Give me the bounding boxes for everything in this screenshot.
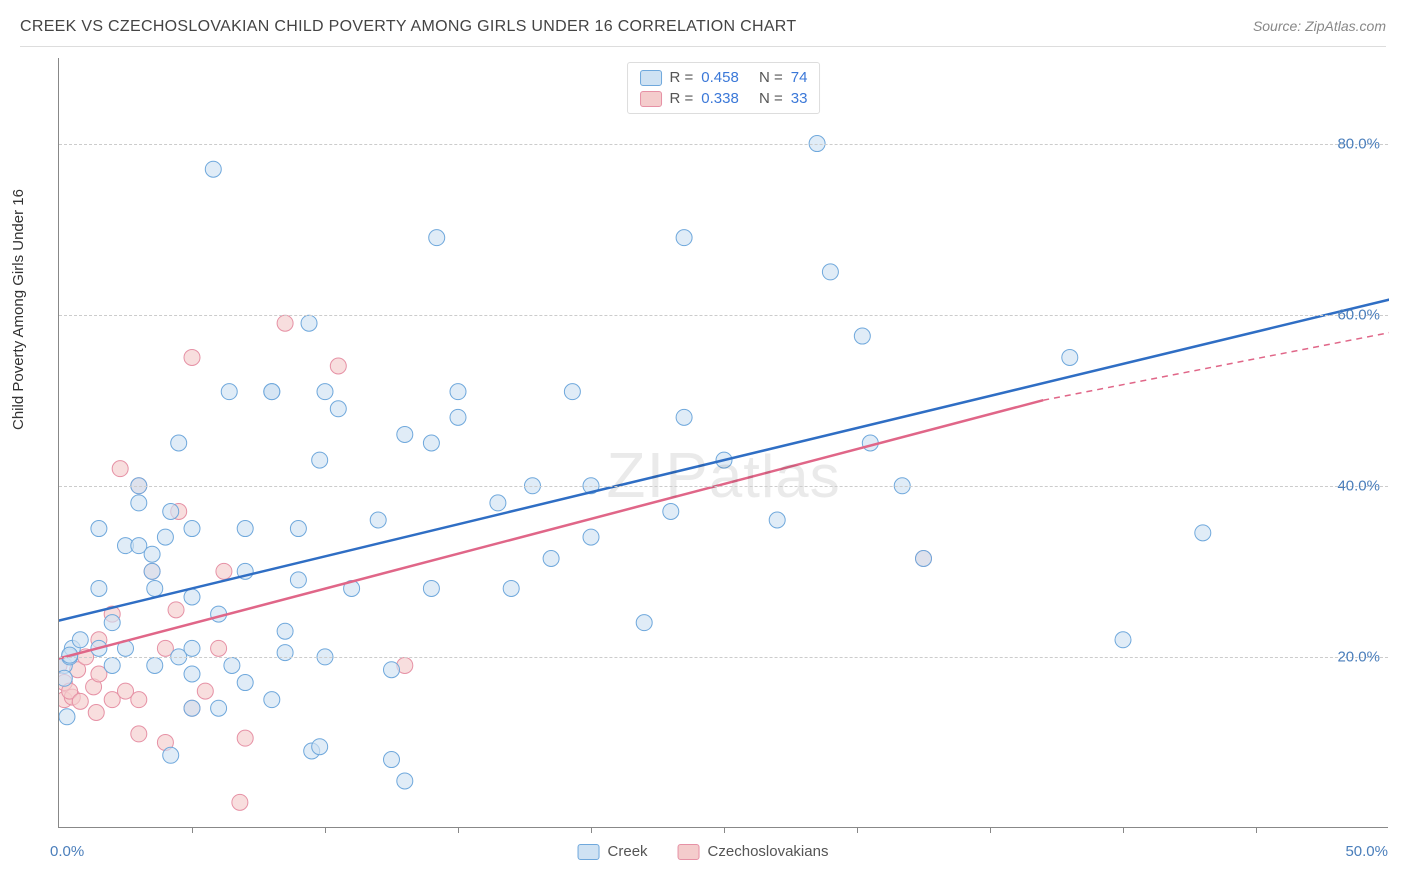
header-divider [20, 46, 1386, 47]
x-tick-mark [591, 827, 592, 833]
n-label: N = [759, 90, 783, 107]
r-label: R = [670, 69, 694, 86]
swatch-pink-icon [640, 91, 662, 107]
y-tick-label: 40.0% [1337, 477, 1380, 494]
legend-row-czech: R = 0.338 N = 33 [640, 88, 808, 109]
source-name: ZipAtlas.com [1305, 18, 1386, 34]
legend-row-creek: R = 0.458 N = 74 [640, 67, 808, 88]
legend-correlation-box: R = 0.458 N = 74 R = 0.338 N = 33 [627, 62, 821, 114]
x-tick-mark [990, 827, 991, 833]
scatter-plot-svg [59, 58, 1389, 828]
y-tick-label: 80.0% [1337, 135, 1380, 152]
gridline-horizontal [59, 144, 1388, 145]
x-axis-max-label: 50.0% [1345, 843, 1388, 860]
gridline-horizontal [59, 486, 1388, 487]
x-axis-min-label: 0.0% [50, 843, 84, 860]
chart-plot-area: R = 0.458 N = 74 R = 0.338 N = 33 ZIPatl… [58, 58, 1388, 828]
x-tick-mark [857, 827, 858, 833]
y-tick-label: 20.0% [1337, 648, 1380, 665]
n-value-czech: 33 [791, 90, 808, 107]
chart-title: CREEK VS CZECHOSLOVAKIAN CHILD POVERTY A… [20, 18, 796, 35]
legend-item-czech: Czechoslovakians [678, 843, 829, 860]
gridline-horizontal [59, 657, 1388, 658]
legend-series: Creek Czechoslovakians [578, 843, 829, 860]
y-tick-label: 60.0% [1337, 306, 1380, 323]
source-prefix: Source: [1253, 18, 1305, 34]
x-tick-mark [724, 827, 725, 833]
r-value-creek: 0.458 [701, 69, 739, 86]
n-label: N = [759, 69, 783, 86]
x-tick-mark [1256, 827, 1257, 833]
x-tick-mark [1123, 827, 1124, 833]
swatch-pink-icon [678, 844, 700, 860]
source-label: Source: ZipAtlas.com [1253, 18, 1386, 34]
r-label: R = [670, 90, 694, 107]
n-value-creek: 74 [791, 69, 808, 86]
x-tick-mark [325, 827, 326, 833]
x-tick-mark [192, 827, 193, 833]
swatch-blue-icon [578, 844, 600, 860]
x-tick-mark [458, 827, 459, 833]
legend-label-creek: Creek [608, 843, 648, 860]
gridline-horizontal [59, 315, 1388, 316]
legend-label-czech: Czechoslovakians [708, 843, 829, 860]
swatch-blue-icon [640, 70, 662, 86]
r-value-czech: 0.338 [701, 90, 739, 107]
y-axis-label: Child Poverty Among Girls Under 16 [10, 189, 27, 430]
legend-item-creek: Creek [578, 843, 648, 860]
